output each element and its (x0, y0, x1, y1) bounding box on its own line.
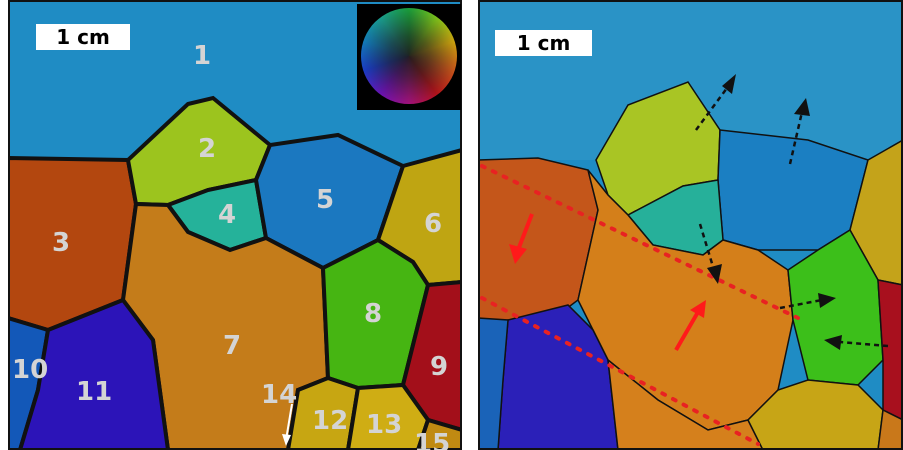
right-grain-svg (478, 0, 903, 450)
grain-blue-sliver (478, 317, 509, 450)
grain-yellow-bottom (747, 379, 884, 450)
black-arrow-4-head (818, 293, 836, 308)
right-frame (478, 0, 903, 450)
grain-label-3: 3 (52, 228, 70, 258)
grain-label-4: 4 (218, 200, 236, 230)
grain-14-pointer (285, 403, 293, 441)
right-scale-bar: 1 cm (495, 30, 592, 56)
black-arrow-2-head (794, 98, 810, 116)
black-arrow-3 (698, 223, 716, 271)
red-arrow-1-head (509, 244, 527, 264)
grain-label-1: 1 (193, 41, 211, 71)
black-arrow-5 (839, 340, 889, 348)
grain-label-15: 15 (414, 429, 450, 450)
dotted-line-upper (480, 164, 800, 320)
grain-label-12: 12 (312, 406, 348, 436)
right-grain-map: 1 cm (478, 0, 903, 450)
grain-label-2: 2 (198, 134, 216, 164)
grain-label-14: 14 (261, 380, 297, 410)
black-arrow-1 (694, 83, 732, 131)
grain-label-5: 5 (316, 185, 334, 215)
grain-11 (17, 297, 171, 450)
red-arrow-2 (674, 310, 700, 352)
grain-label-11: 11 (76, 377, 112, 407)
red-arrow-1 (516, 213, 534, 251)
grain-label-9: 9 (430, 352, 448, 382)
left-grain-map: 1 2 3 4 5 6 7 8 9 10 11 12 13 14 15 1 cm (8, 0, 462, 450)
color-wheel-legend (357, 4, 461, 110)
left-scale-bar: 1 cm (36, 24, 130, 50)
grain-orange-br (877, 408, 903, 450)
grain-label-10: 10 (12, 355, 48, 385)
grain-label-8: 8 (364, 299, 382, 329)
dotted-line-lower (480, 296, 760, 446)
grain-label-6: 6 (424, 209, 442, 239)
black-arrow-4 (779, 298, 823, 310)
red-arrow-2-head (690, 300, 706, 318)
black-arrow-5-head (824, 335, 842, 350)
grain-14-pointer-head (282, 434, 291, 446)
grain-15 (415, 417, 462, 450)
black-arrow-3-head (707, 264, 722, 284)
grain-label-7: 7 (223, 331, 241, 361)
grain-label-13: 13 (366, 410, 402, 440)
color-wheel-center (361, 8, 457, 104)
black-arrow-1-head (722, 74, 736, 94)
left-frame (8, 0, 462, 450)
